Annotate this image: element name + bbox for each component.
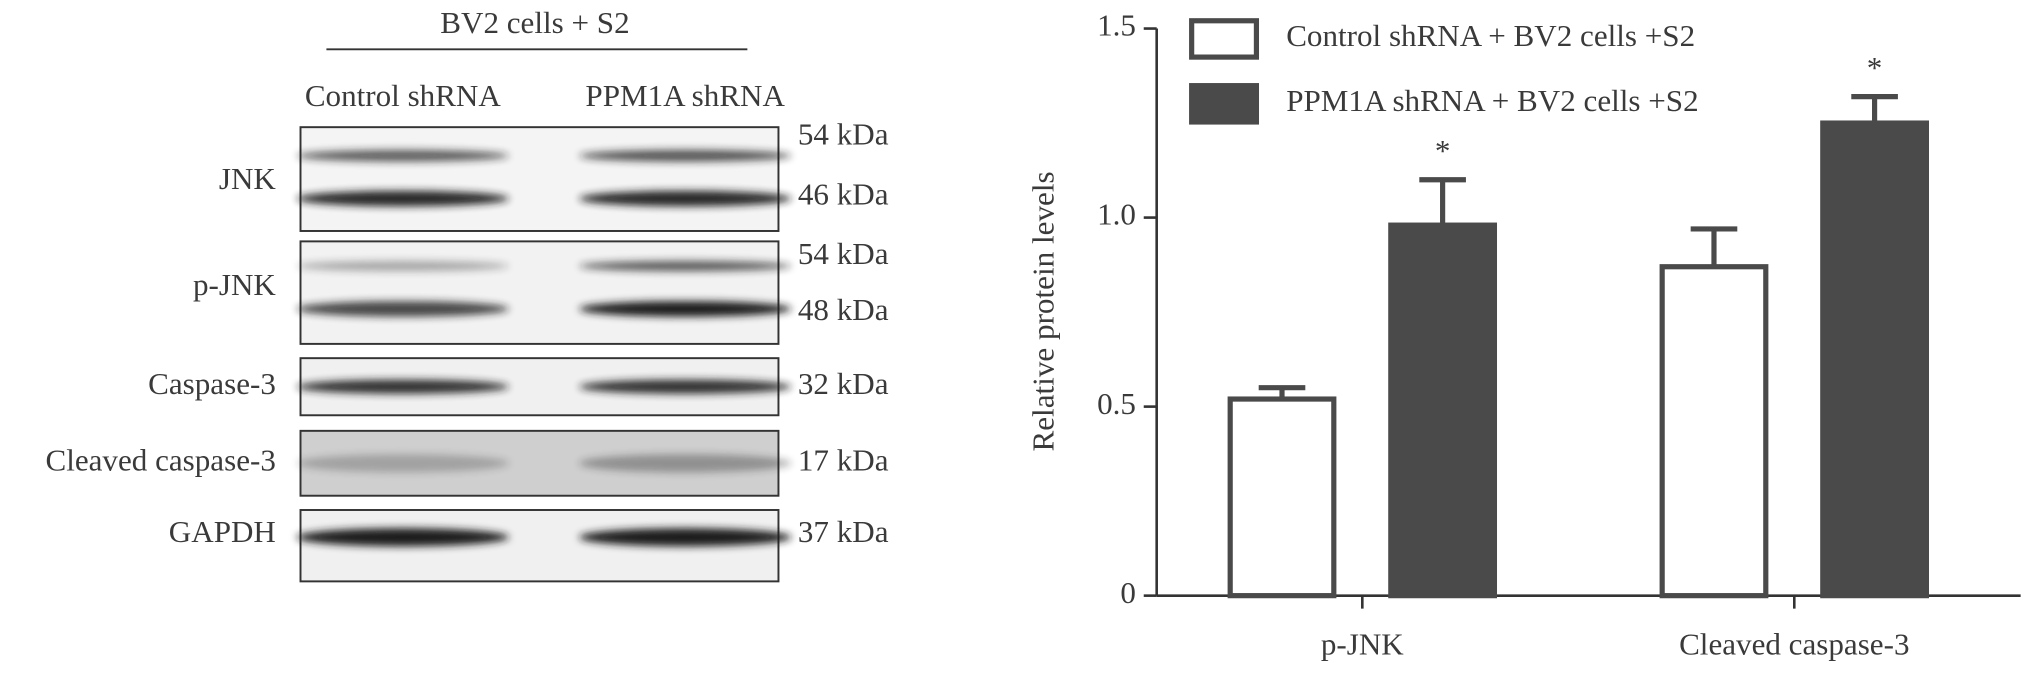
bar — [1820, 120, 1929, 599]
lane-label: PPM1A shRNA — [585, 78, 785, 113]
bar — [1659, 264, 1769, 599]
blot-band — [578, 454, 792, 473]
y-tick-label: 1.0 — [1097, 197, 1136, 232]
blot-band — [578, 379, 792, 394]
bar — [1227, 396, 1337, 599]
significance-mark: * — [1435, 133, 1451, 168]
size-label: 37 kDa — [798, 514, 889, 549]
size-label: 46 kDa — [798, 176, 889, 211]
blot-band — [296, 454, 510, 473]
x-tick-label: p-JNK — [1321, 627, 1404, 662]
size-label: 17 kDa — [798, 442, 889, 477]
blot-band — [296, 260, 510, 272]
legend-swatch — [1189, 18, 1260, 60]
blot-band — [296, 301, 510, 317]
blot-band — [578, 260, 792, 272]
row-label: Caspase-3 — [148, 366, 276, 401]
blot-header: BV2 cells + S2 — [440, 5, 629, 40]
size-label: 32 kDa — [798, 366, 889, 401]
row-label: p-JNK — [193, 267, 276, 302]
row-label: JNK — [219, 161, 277, 196]
blot-panel — [299, 240, 780, 345]
blot-band — [578, 301, 792, 317]
y-tick-label: 0 — [1120, 575, 1136, 610]
legend-label: PPM1A shRNA + BV2 cells +S2 — [1286, 83, 1698, 118]
blot-panel — [299, 126, 780, 232]
blot-band — [578, 190, 792, 207]
significance-mark: * — [1867, 50, 1883, 85]
blot-band — [296, 379, 510, 394]
row-label: GAPDH — [169, 514, 276, 549]
size-label: 48 kDa — [798, 292, 889, 327]
x-tick-label: Cleaved caspase-3 — [1679, 627, 1909, 662]
blot-band — [296, 149, 510, 162]
size-label: 54 kDa — [798, 236, 889, 271]
blot-band — [578, 528, 792, 547]
row-label: Cleaved caspase-3 — [45, 442, 275, 477]
legend-label: Control shRNA + BV2 cells +S2 — [1286, 18, 1695, 53]
blot-band — [296, 190, 510, 207]
legend-swatch — [1189, 83, 1260, 125]
blot-band — [296, 528, 510, 547]
size-label: 54 kDa — [798, 117, 889, 152]
y-tick-label: 0.5 — [1097, 386, 1136, 421]
blot-band — [578, 149, 792, 162]
lane-label: Control shRNA — [305, 78, 502, 113]
y-axis-title: Relative protein levels — [1026, 171, 1061, 451]
bar — [1388, 222, 1498, 599]
y-tick-label: 1.5 — [1097, 8, 1136, 43]
